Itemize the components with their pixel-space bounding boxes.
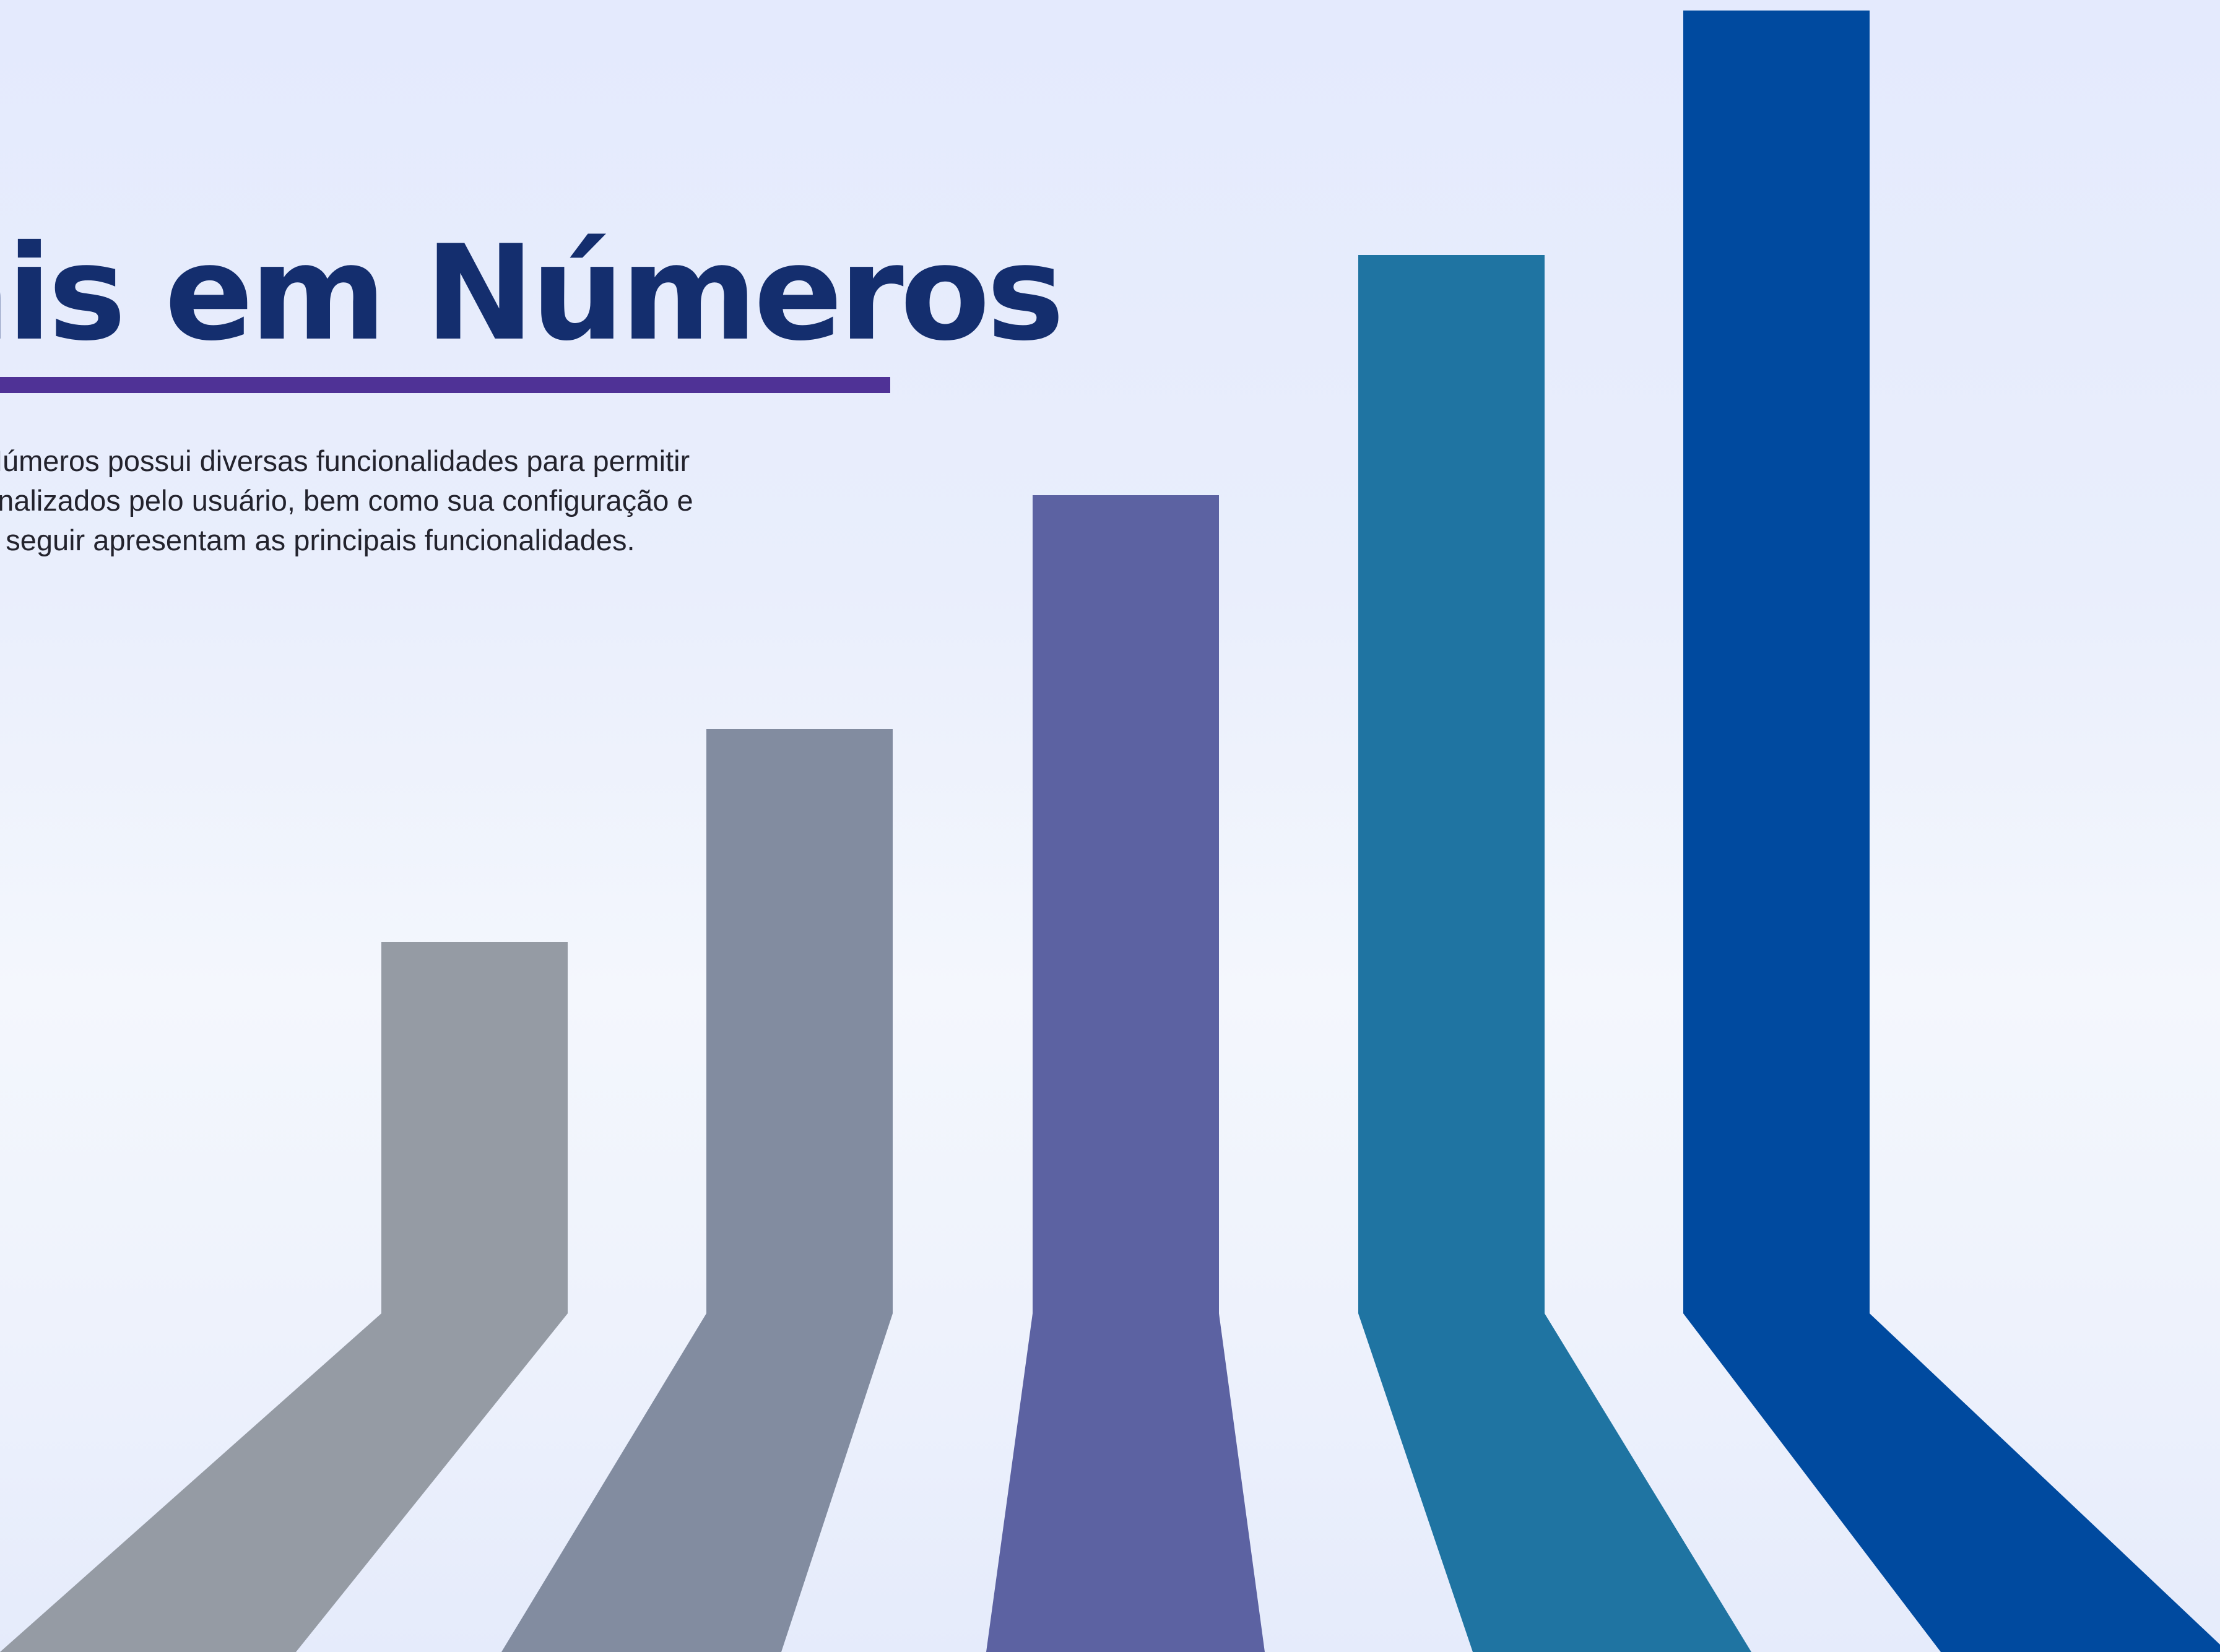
bar-5 bbox=[1683, 11, 2220, 1652]
description-text: Números possui diversas funcionalidades … bbox=[0, 441, 848, 560]
description-line: Números possui diversas funcionalidades … bbox=[0, 444, 690, 477]
description-line: a seguir apresentam as principais funcio… bbox=[0, 524, 635, 556]
bar-1 bbox=[0, 942, 568, 1652]
page-title: ais em Números bbox=[0, 217, 1065, 370]
title-underline bbox=[0, 377, 890, 393]
bar-3 bbox=[986, 495, 1265, 1652]
bar-2 bbox=[501, 729, 893, 1652]
description-line: onalizados pelo usuário, bem como sua co… bbox=[0, 484, 693, 517]
bar-4 bbox=[1358, 255, 1751, 1652]
